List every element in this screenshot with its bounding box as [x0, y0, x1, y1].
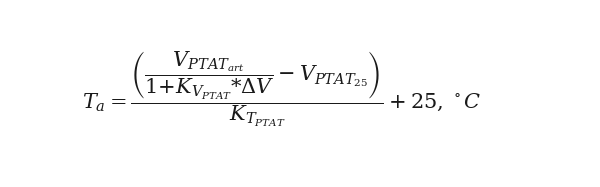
Text: $T_a = \dfrac{\left(\dfrac{V_{PTAT_{art}}}{1{+}K_{V_{PTAT}}{*}\Delta V}-V_{PTAT_: $T_a = \dfrac{\left(\dfrac{V_{PTAT_{art}…	[82, 50, 482, 129]
